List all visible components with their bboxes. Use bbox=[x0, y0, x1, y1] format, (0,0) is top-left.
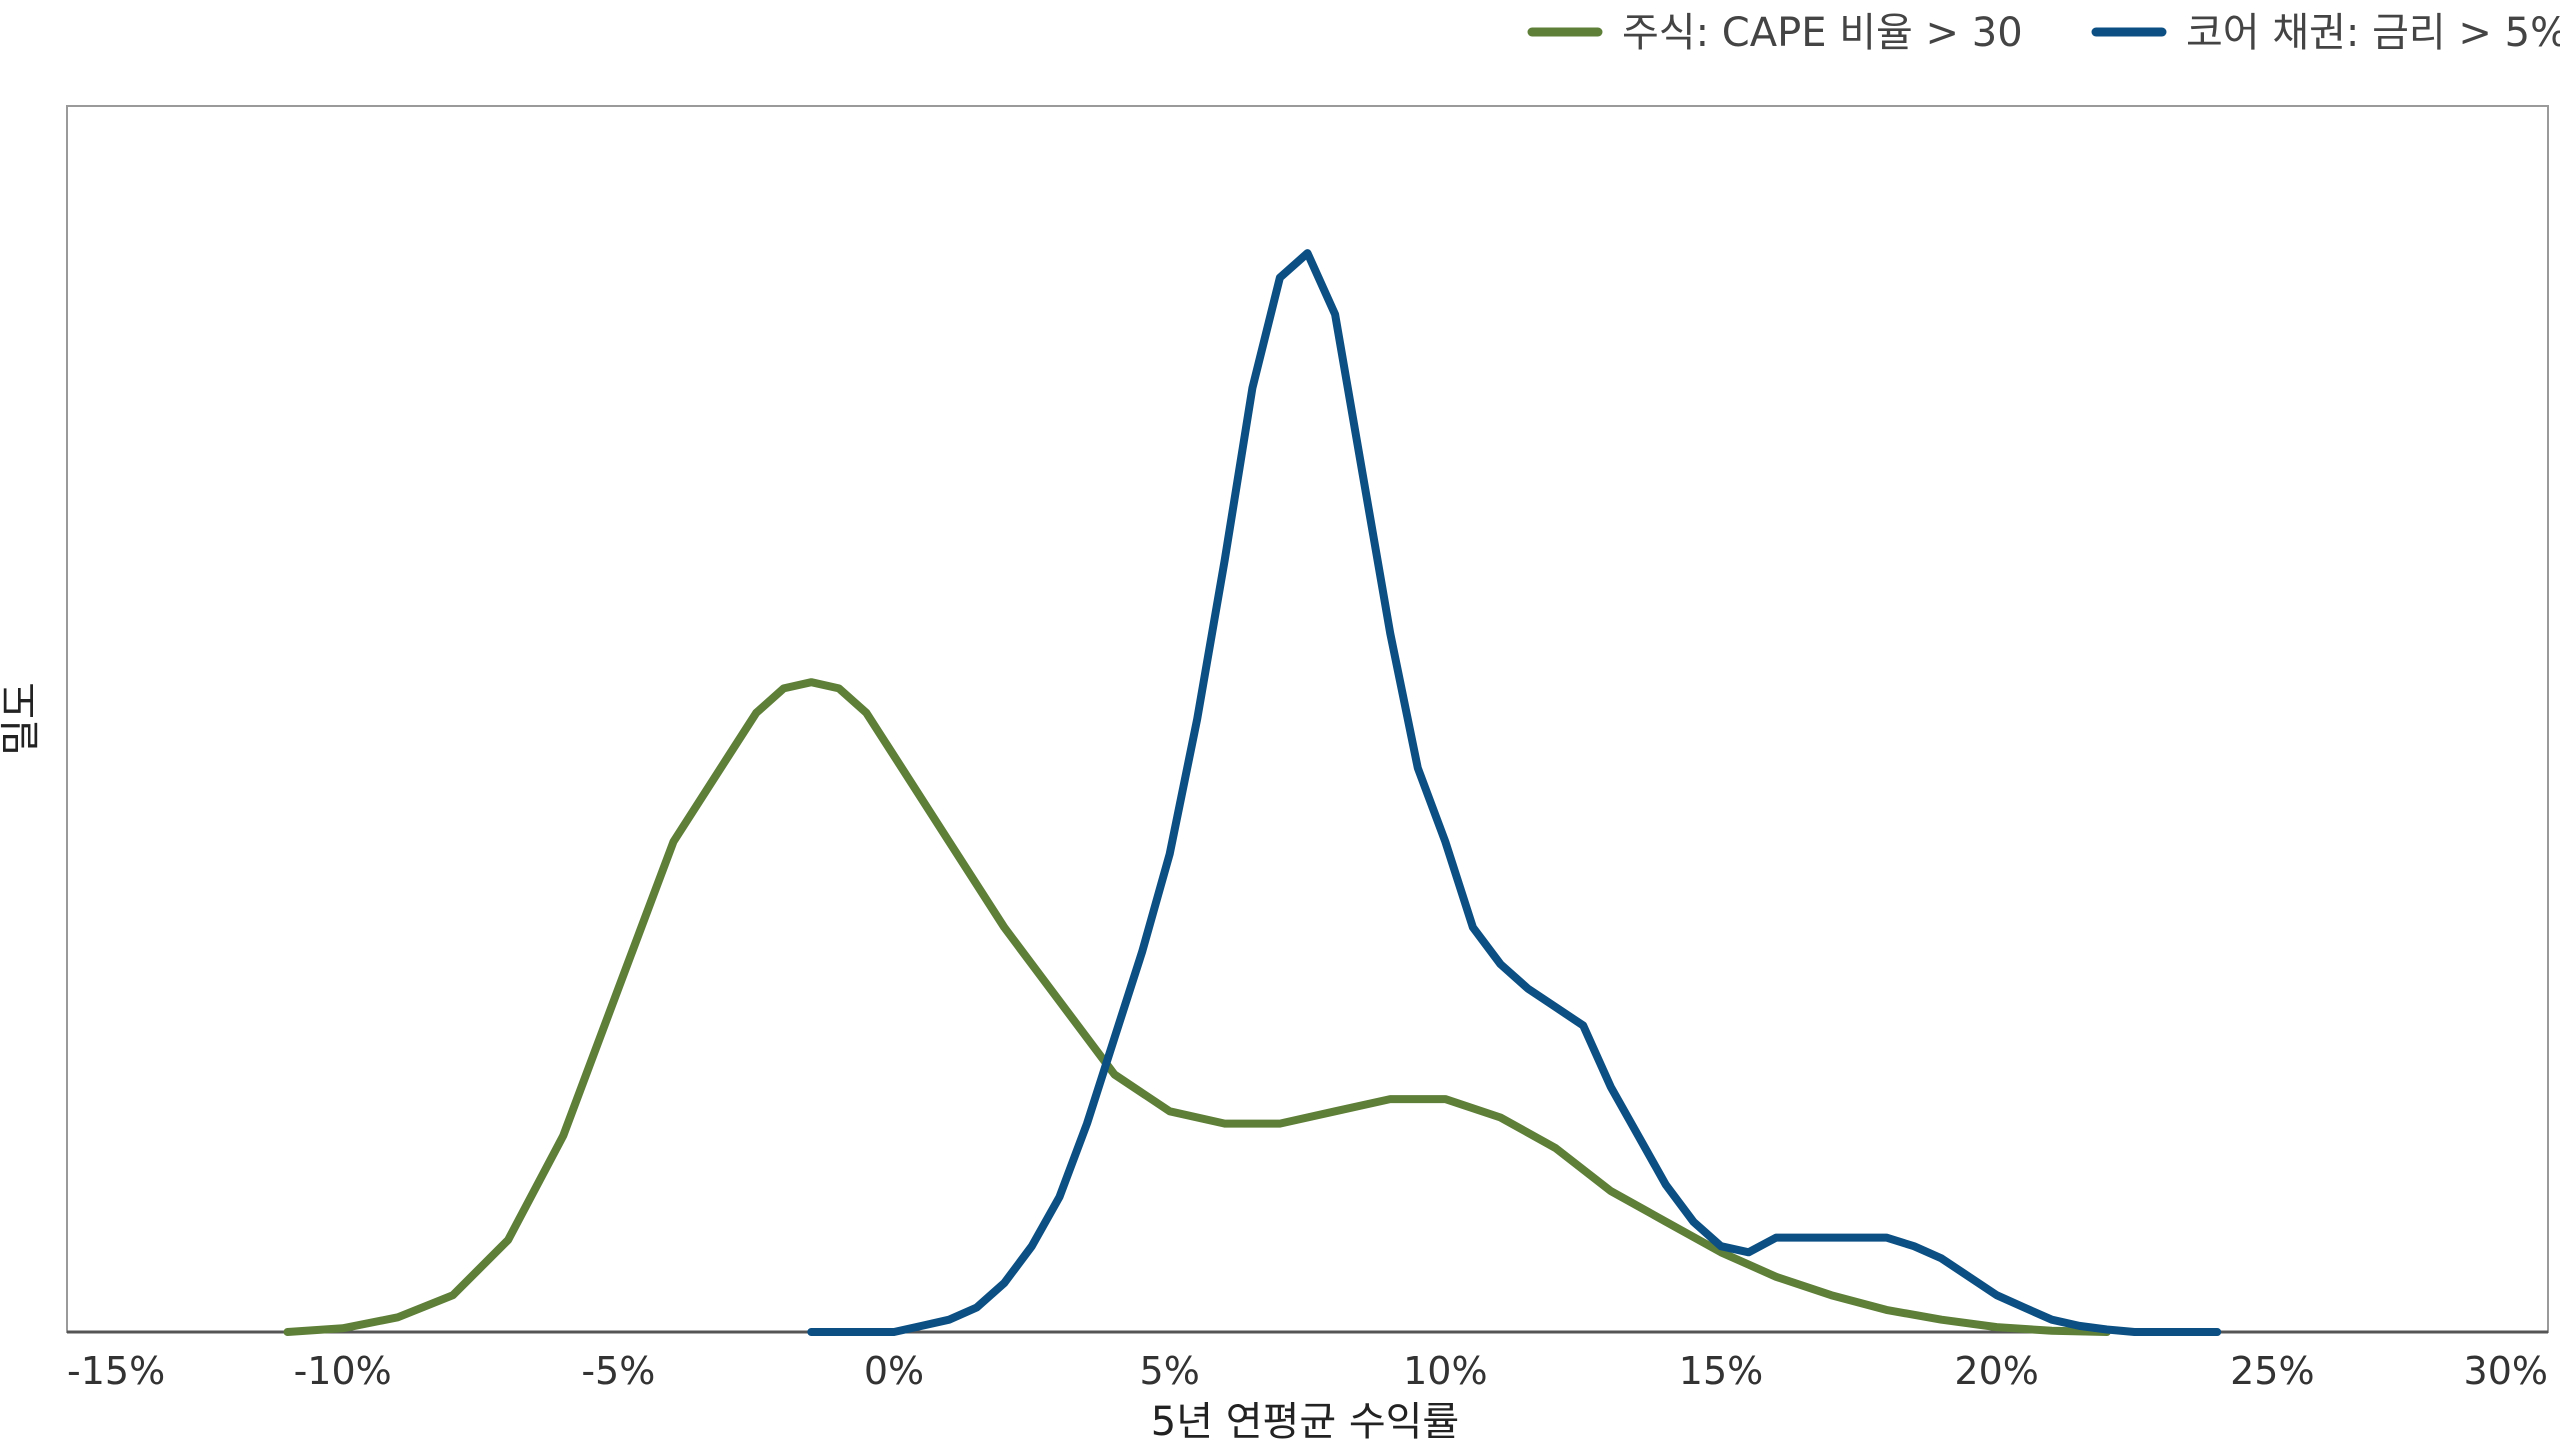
x-tick-labels: -15% -10% -5% 0% 5% 10% 15% 20% 25% 30% bbox=[67, 1349, 2548, 1393]
x-tick-label: -15% bbox=[67, 1349, 165, 1393]
x-tick-label: 5% bbox=[1140, 1349, 1200, 1393]
y-axis-title: 밀도 bbox=[0, 682, 44, 756]
series-layer bbox=[283, 249, 2222, 1336]
x-tick-label: -5% bbox=[581, 1349, 655, 1393]
x-tick-label: 25% bbox=[2230, 1349, 2314, 1393]
legend: 주식: CAPE 비율 > 30 코어 채권: 금리 > 5% bbox=[1527, 10, 2560, 56]
x-tick-label: 10% bbox=[1403, 1349, 1487, 1393]
plot-frame bbox=[66, 105, 2549, 1333]
x-tick-label: 20% bbox=[1954, 1349, 2038, 1393]
legend-label-equities: 주식: CAPE 비율 > 30 bbox=[1622, 10, 2023, 56]
series-line-bonds bbox=[807, 249, 2222, 1336]
series-line-equities bbox=[283, 678, 2111, 1336]
x-tick-label: 0% bbox=[864, 1349, 924, 1393]
x-axis-title: 5년 연평균 수익률 bbox=[1151, 1399, 1459, 1441]
legend-label-bonds: 코어 채권: 금리 > 5% bbox=[2186, 10, 2560, 56]
x-tick-label: 15% bbox=[1679, 1349, 1763, 1393]
x-tick-label: -10% bbox=[294, 1349, 392, 1393]
x-tick-label: 30% bbox=[2464, 1349, 2548, 1393]
